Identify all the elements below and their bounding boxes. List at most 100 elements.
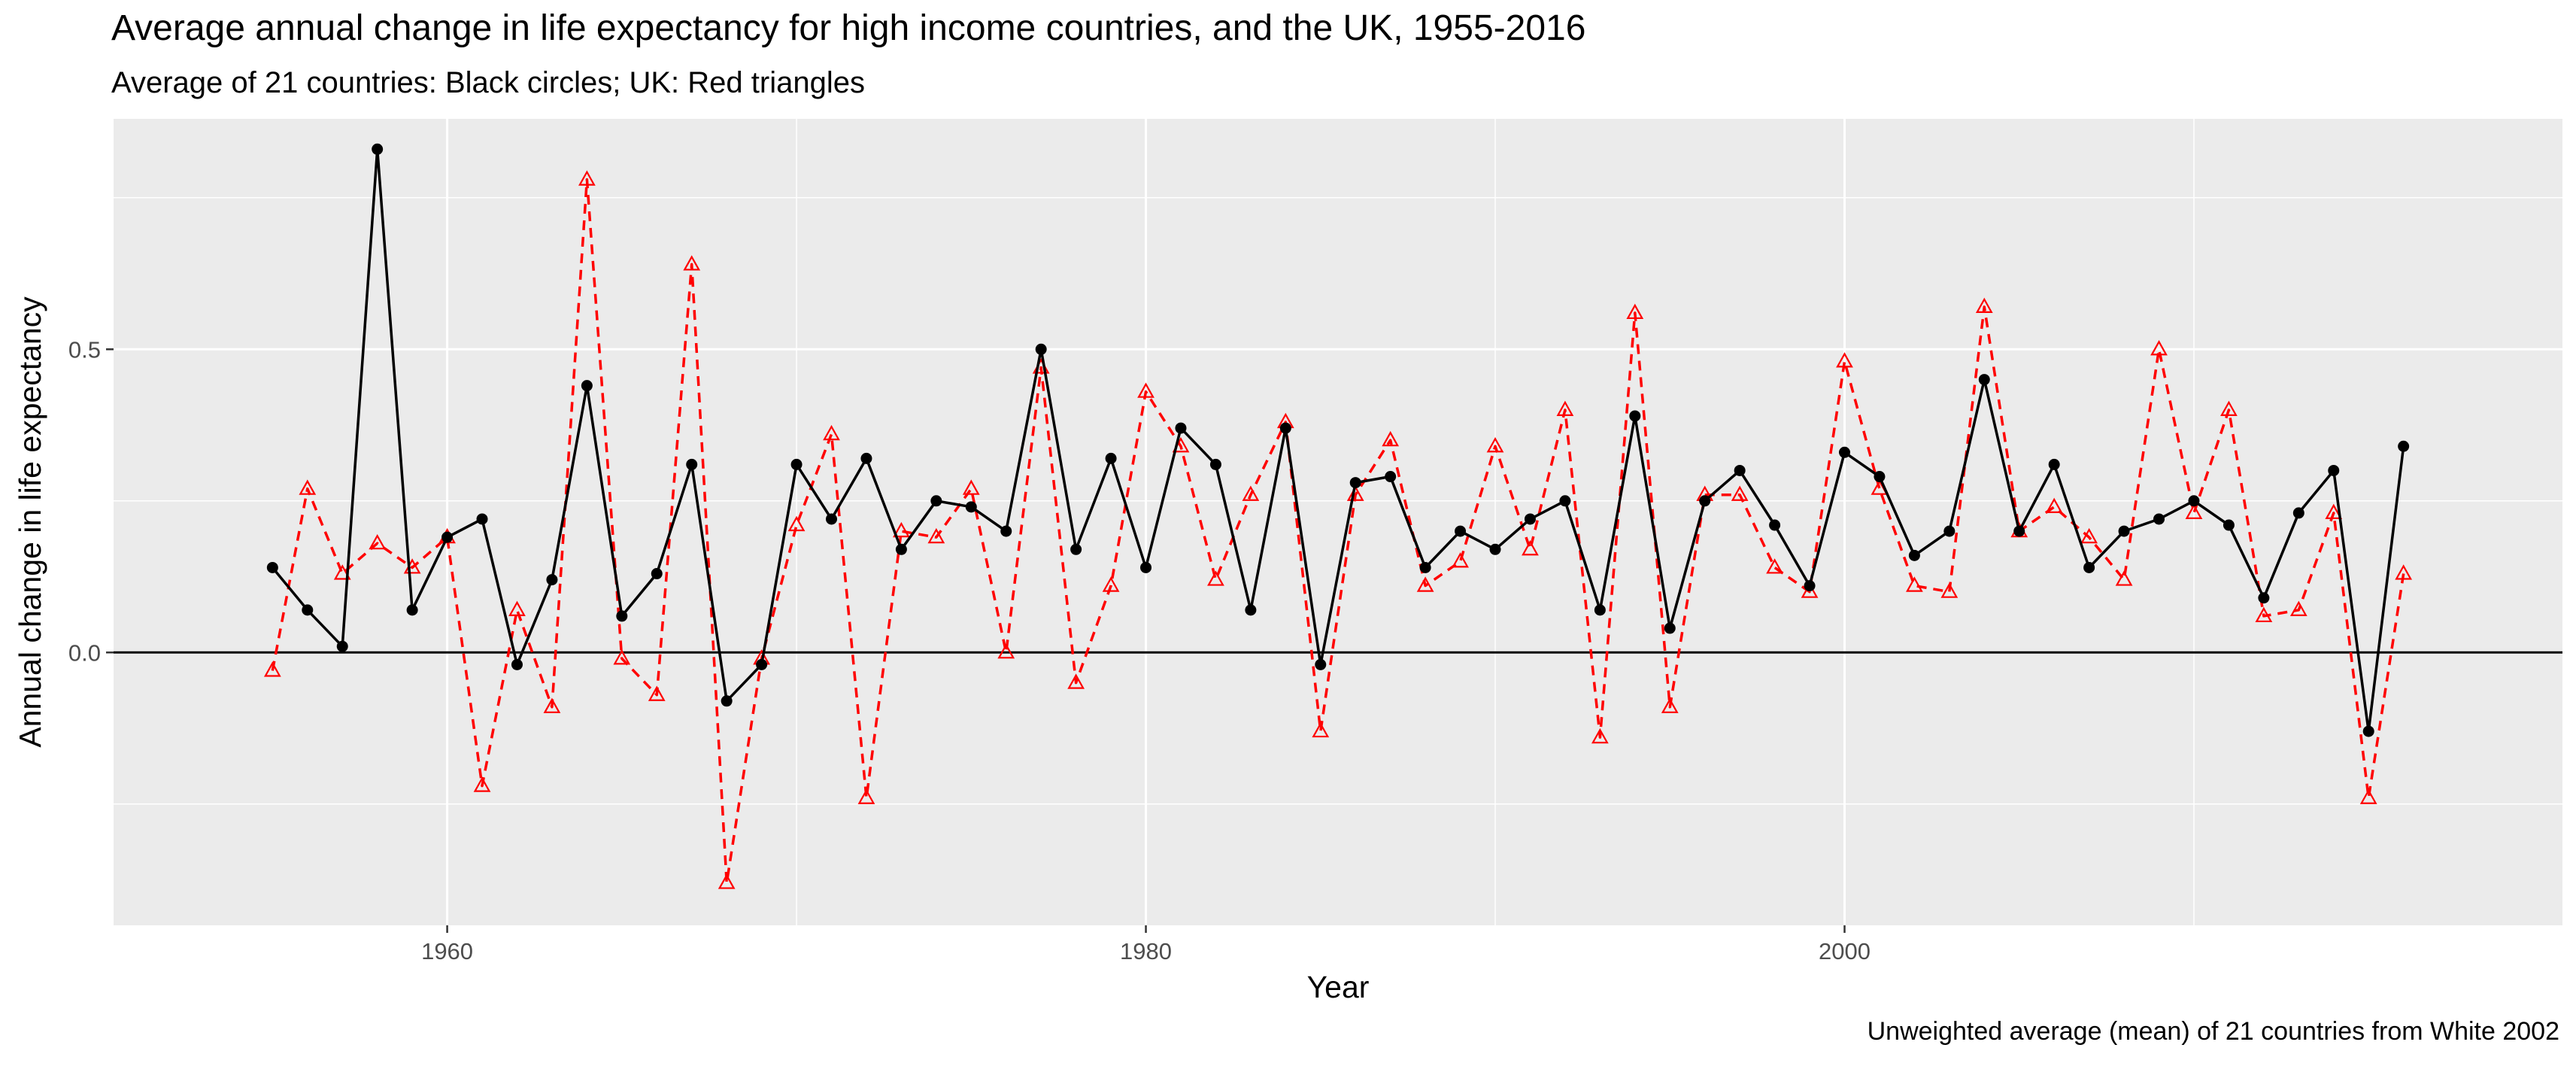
data-point-uk [857,788,875,804]
data-point-average [1559,495,1571,507]
data-point-average [965,501,977,513]
data-point-average [336,640,348,652]
data-point-average [1245,604,1257,616]
minor-gridlines [97,119,2562,925]
data-point-uk [263,661,281,677]
data-point-uk [2185,503,2203,520]
data-point-average [2153,513,2165,525]
data-point-uk [1522,540,1539,556]
series-line-average [271,147,2405,733]
data-point-uk [2045,497,2063,513]
data-point-average [1315,658,1327,670]
data-point-uk [1591,727,1609,744]
data-point-uk [718,873,736,889]
data-point-average [860,452,872,464]
data-point-uk [508,600,526,616]
data-point-average [721,695,733,707]
data-point-uk [1801,582,1819,598]
axis-ticks: 1960 1980 2000 0.0 0.5 [68,336,1871,964]
data-point-uk [648,685,666,701]
y-tick-label: 0.5 [68,336,101,363]
data-point-average [651,568,663,580]
data-point-average [2328,464,2340,476]
data-point-uk [962,479,980,495]
data-point-average [1279,422,1291,434]
data-point-uk [578,170,596,186]
data-point-uk [1766,558,1783,574]
chart-caption: Unweighted average (mean) of 21 countrie… [1867,1017,2559,1046]
data-point-average [1874,471,1886,483]
data-point-uk [333,564,351,580]
data-point-uk [927,527,945,544]
data-point-average [1489,543,1501,555]
data-point-uk [1382,430,1400,447]
data-point-uk [2289,600,2307,616]
data-point-uk [787,515,806,532]
data-point-average [616,610,628,622]
data-point-average [546,574,558,586]
data-point-uk [1416,576,1434,592]
data-point-average [1804,580,1816,592]
data-point-average [1943,525,1956,537]
data-point-average [372,143,384,155]
data-point-average [1594,604,1606,616]
data-point-average [1978,374,1990,386]
data-point-uk [2150,340,2168,356]
data-point-average [826,513,838,525]
chart-subtitle: Average of 21 countries: Black circles; … [111,66,865,99]
data-point-average [441,531,454,543]
data-point-average [1000,525,1012,537]
data-point-uk [1556,400,1574,416]
data-point-average [790,458,803,470]
data-point-uk [997,643,1015,659]
data-point-uk [543,697,561,713]
y-axis-title: Annual change in life expectancy [13,296,47,748]
data-point-uk [369,533,387,550]
data-point-average [2398,440,2410,452]
data-point-average [1175,422,1187,434]
data-point-average [2118,525,2130,537]
data-point-average [2083,561,2095,573]
data-point-uk [1836,352,1853,368]
data-point-uk [2115,570,2133,586]
data-point-average [1629,410,1641,422]
x-tick-label: 2000 [1819,938,1871,964]
data-point-uk [1067,673,1085,689]
data-point-average [2362,725,2374,737]
data-point-average [1524,513,1536,525]
data-point-uk [1137,382,1154,398]
data-point-uk [683,255,701,271]
data-point-average [895,543,907,555]
data-point-uk [2080,527,2098,544]
data-point-average [1419,561,1431,573]
data-point-average [1035,343,1047,355]
data-point-uk [893,521,910,538]
data-point-uk [299,479,317,495]
data-point-average [511,658,523,670]
data-point-uk [1731,485,1749,501]
data-point-average [476,513,488,525]
chart-title: Average annual change in life expectancy… [111,8,1586,48]
data-point-average [1105,452,1117,464]
data-point-average [1734,464,1746,476]
data-point-uk [1207,570,1224,586]
x-tick-label: 1960 [421,938,473,964]
data-point-uk [2220,400,2238,416]
data-point-average [406,604,418,616]
data-point-average [1385,471,1397,483]
data-point-average [2258,592,2270,604]
data-point-average [2223,519,2235,531]
data-point-uk [613,649,631,665]
data-point-uk [1346,485,1364,501]
data-point-average [2188,495,2200,507]
x-tick-label: 1980 [1120,938,1172,964]
data-point-average [1070,543,1082,555]
data-point-average [1140,561,1152,573]
data-point-average [1838,446,1850,458]
data-point-average [1349,477,1361,489]
data-point-average [1699,495,1711,507]
data-point-uk [1242,485,1260,501]
data-point-average [1769,519,1781,531]
data-point-average [1664,622,1676,634]
